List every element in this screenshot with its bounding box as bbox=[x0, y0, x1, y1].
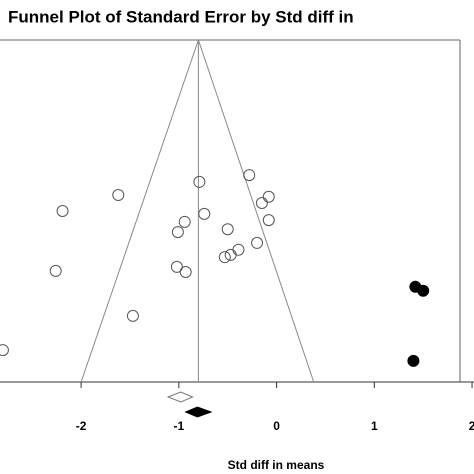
study-point bbox=[198, 207, 211, 220]
study-point bbox=[224, 248, 237, 261]
study-point bbox=[171, 226, 184, 239]
study-point bbox=[112, 189, 125, 202]
study-point bbox=[255, 197, 268, 210]
study-point bbox=[49, 264, 62, 277]
study-point bbox=[170, 260, 183, 273]
study-point bbox=[251, 236, 264, 249]
study-point bbox=[407, 354, 420, 367]
funnel-right bbox=[197, 39, 315, 383]
x-tick-label: -1 bbox=[174, 419, 185, 433]
study-point bbox=[262, 214, 275, 227]
chart-title: Funnel Plot of Standard Error by Std dif… bbox=[8, 7, 354, 26]
x-axis-label: Std diff in means bbox=[228, 458, 325, 472]
study-point bbox=[218, 251, 231, 264]
study-point bbox=[126, 309, 139, 322]
x-tick-label: -2 bbox=[76, 419, 87, 433]
summary-diamond bbox=[184, 406, 213, 418]
study-point bbox=[178, 215, 191, 228]
summary-diamond bbox=[166, 391, 194, 403]
x-tick-label: 1 bbox=[371, 419, 378, 433]
study-point bbox=[417, 284, 430, 297]
study-point bbox=[0, 344, 9, 357]
study-point bbox=[221, 223, 234, 236]
study-point bbox=[262, 190, 275, 203]
study-point bbox=[56, 205, 69, 217]
study-point bbox=[193, 175, 206, 188]
study-point bbox=[243, 169, 256, 182]
x-tick-label: 0 bbox=[273, 419, 280, 433]
funnel-left bbox=[80, 39, 199, 383]
study-point bbox=[232, 243, 245, 256]
study-point bbox=[179, 265, 192, 278]
x-tick-label: 2 bbox=[469, 419, 474, 433]
